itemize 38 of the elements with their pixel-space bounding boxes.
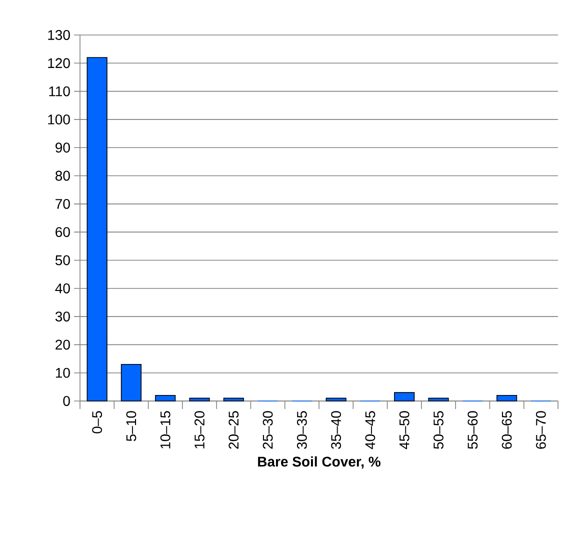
bar — [120, 364, 142, 402]
y-tick-label: 30 — [55, 312, 70, 322]
bar — [326, 398, 346, 402]
y-tick-label: 40 — [55, 283, 70, 294]
x-tick-label: 25–30 — [262, 411, 273, 449]
x-tick-label: 10–15 — [160, 411, 170, 448]
x-tick-label: 40–45 — [365, 411, 376, 450]
x-tick-label: 60–65 — [502, 411, 512, 449]
bar — [428, 398, 449, 402]
x-axis-title: Bare Soil Cover, % — [258, 456, 380, 469]
y-tick-label: 60 — [56, 227, 70, 238]
y-tick-label: 100 — [48, 114, 70, 124]
y-tick-label: 0 — [63, 396, 70, 406]
y-tick-label: 90 — [56, 142, 70, 153]
y-tick-label: 70 — [56, 198, 70, 209]
x-tick-label: 5–10 — [126, 411, 136, 442]
x-tick-label: 15–20 — [194, 411, 204, 448]
y-tick-label: 20 — [56, 340, 70, 350]
bar — [86, 57, 108, 402]
y-tick-label: 50 — [55, 255, 70, 266]
x-tick-label: 65–70 — [536, 411, 546, 449]
y-tick-label: 80 — [56, 170, 70, 181]
x-tick-label: 20–25 — [228, 411, 239, 449]
bar — [394, 392, 415, 402]
bar — [223, 398, 244, 402]
bar — [155, 394, 176, 402]
x-tick-label: 45–50 — [399, 411, 410, 450]
y-tick-label: 110 — [49, 86, 70, 96]
x-tick-label: 35–40 — [331, 411, 342, 449]
y-tick-label: 130 — [48, 30, 70, 40]
x-tick-label: 50–55 — [434, 411, 444, 449]
x-tick-label: 30–35 — [296, 411, 307, 449]
x-tick-label: 55–60 — [468, 411, 478, 449]
bar — [189, 398, 210, 402]
y-tick-label: 120 — [48, 58, 70, 68]
x-tick-label: 0–5 — [92, 411, 102, 434]
y-tick-label: 10 — [56, 368, 70, 378]
bar — [496, 394, 518, 402]
